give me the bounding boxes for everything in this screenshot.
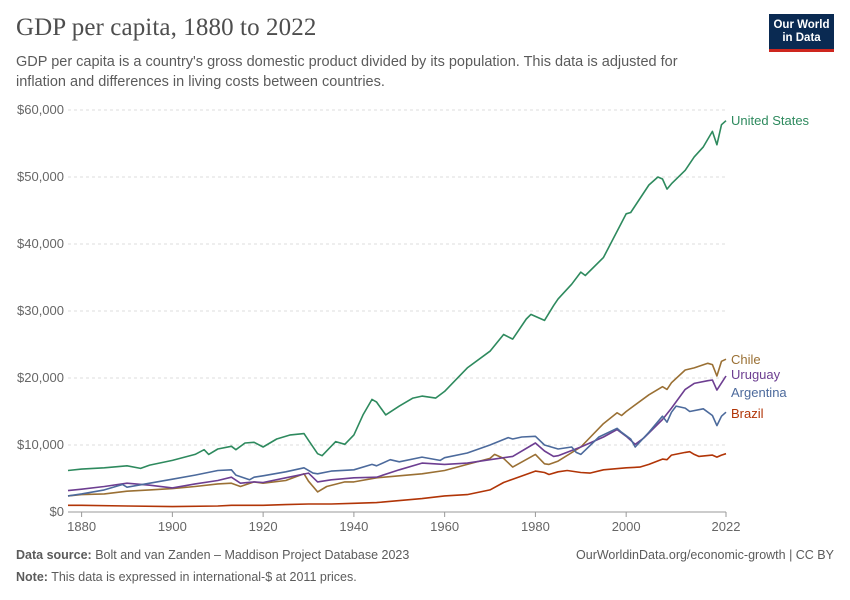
series-line-united-states	[67, 120, 727, 472]
x-tick-label: 1960	[430, 519, 459, 534]
y-tick-label: $10,000	[17, 437, 64, 452]
series-label-united-states: United States	[731, 113, 810, 128]
series-line-argentina	[67, 405, 727, 497]
y-tick-label: $0	[50, 504, 64, 519]
y-tick-label: $20,000	[17, 370, 64, 385]
chart-subtitle: GDP per capita is a country's gross dome…	[16, 54, 678, 90]
series-lines	[67, 120, 727, 508]
series-label-uruguay: Uruguay	[731, 367, 781, 382]
source-label: Data source:	[16, 548, 92, 562]
gridlines	[68, 109, 726, 513]
series-line-chile	[67, 358, 727, 497]
logo-line-2: in Data	[782, 32, 821, 44]
note-text: This data is expressed in international-…	[51, 570, 357, 584]
x-tick-label: 1880	[67, 519, 96, 534]
footer-link[interactable]: OurWorldinData.org/economic-growth | CC …	[576, 548, 834, 562]
x-tick-label: 2000	[612, 519, 641, 534]
series-label-argentina: Argentina	[731, 385, 787, 400]
logo-line-1: Our World	[773, 19, 830, 31]
chart-title: GDP per capita, 1880 to 2022	[16, 14, 317, 41]
note-label: Note:	[16, 570, 48, 584]
owid-logo[interactable]: Our World in Data	[769, 14, 834, 52]
series-line-uruguay	[67, 375, 727, 492]
footer-source: Data source: Bolt and van Zanden – Maddi…	[16, 548, 409, 562]
x-tick-label: 2022	[712, 519, 741, 534]
y-tick-label: $50,000	[17, 169, 64, 184]
y-tick-label: $30,000	[17, 303, 64, 318]
x-tick-label: 1920	[249, 519, 278, 534]
series-line-brazil	[68, 450, 727, 508]
x-tick-label: 1980	[521, 519, 550, 534]
y-tick-label: $40,000	[17, 236, 64, 251]
footer-note: Note: This data is expressed in internat…	[16, 570, 357, 584]
y-axis-ticks: $0 $10,000 $20,000 $30,000 $40,000 $50,000 $60…	[17, 102, 64, 519]
source-text[interactable]: Bolt and van Zanden – Maddison Project D…	[95, 548, 410, 562]
series-label-brazil: Brazil	[731, 406, 764, 421]
x-tick-label: 1900	[158, 519, 187, 534]
x-axis-ticks: 1880 1900 1920 1940 1960 1980 2000 2022	[67, 512, 740, 534]
series-label-chile: Chile	[731, 352, 761, 367]
y-tick-label: $60,000	[17, 102, 64, 117]
x-tick-label: 1940	[339, 519, 368, 534]
